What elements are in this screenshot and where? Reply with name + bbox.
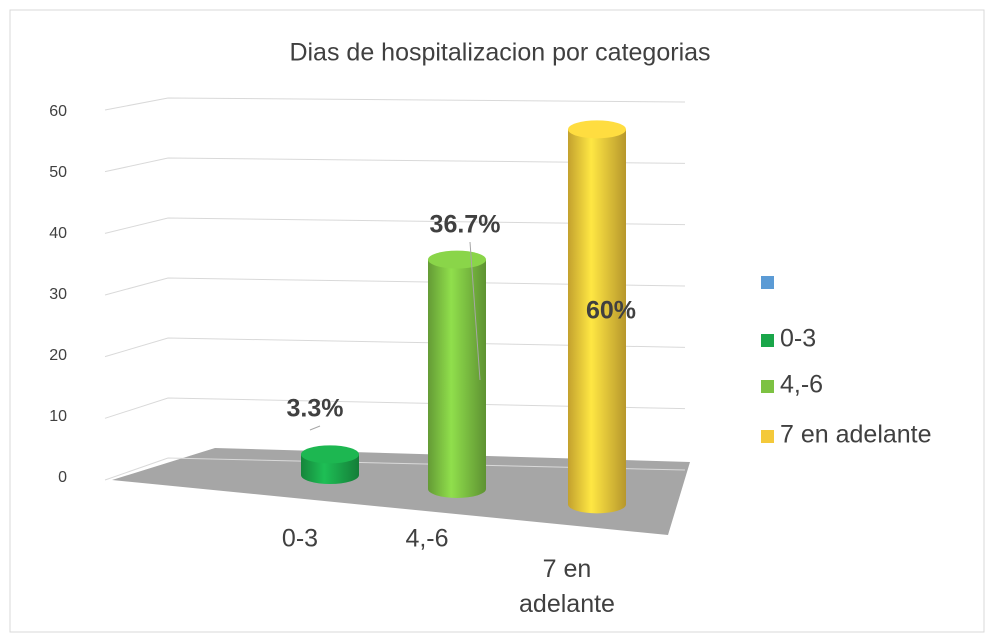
x-tick-label: 7 en adelante	[519, 555, 615, 618]
leader-line	[469, 241, 481, 381]
bar	[568, 129, 626, 514]
bar-top	[301, 445, 359, 464]
grid-line	[104, 277, 686, 296]
chart-title: Dias de hospitalizacion por categorias	[289, 39, 710, 67]
y-tick-label: 40	[49, 225, 67, 242]
grid-line	[104, 337, 686, 358]
y-tick-label: 50	[49, 164, 67, 181]
grid-line	[104, 217, 686, 234]
bar-top	[568, 120, 626, 139]
legend-label: 0-3	[780, 325, 816, 353]
data-label: 36.7%	[430, 211, 501, 239]
x-tick-label: 4,-6	[405, 525, 448, 553]
y-tick-label: 0	[58, 469, 67, 486]
grid-line	[104, 457, 686, 481]
y-tick-label: 30	[49, 286, 67, 303]
grid-line	[104, 397, 686, 419]
legend-label: 7 en adelante	[780, 421, 932, 449]
legend-label: 4,-6	[780, 371, 823, 399]
x-tick-label: 0-3	[282, 525, 318, 553]
y-tick-label: 10	[49, 408, 67, 425]
grid-line	[104, 97, 686, 111]
data-label: 60%	[586, 297, 636, 325]
bar	[428, 259, 486, 498]
legend-swatch	[761, 430, 774, 443]
data-label: 3.3%	[287, 395, 344, 423]
legend-swatch	[761, 380, 774, 393]
grid-line	[104, 157, 686, 173]
bar-top	[428, 250, 486, 269]
floor	[112, 448, 690, 535]
chart-border	[9, 9, 985, 633]
legend-swatch	[761, 334, 774, 347]
legend-swatch	[761, 276, 774, 289]
leader-line	[309, 425, 321, 431]
y-tick-label: 20	[49, 347, 67, 364]
y-tick-label: 60	[49, 103, 67, 120]
